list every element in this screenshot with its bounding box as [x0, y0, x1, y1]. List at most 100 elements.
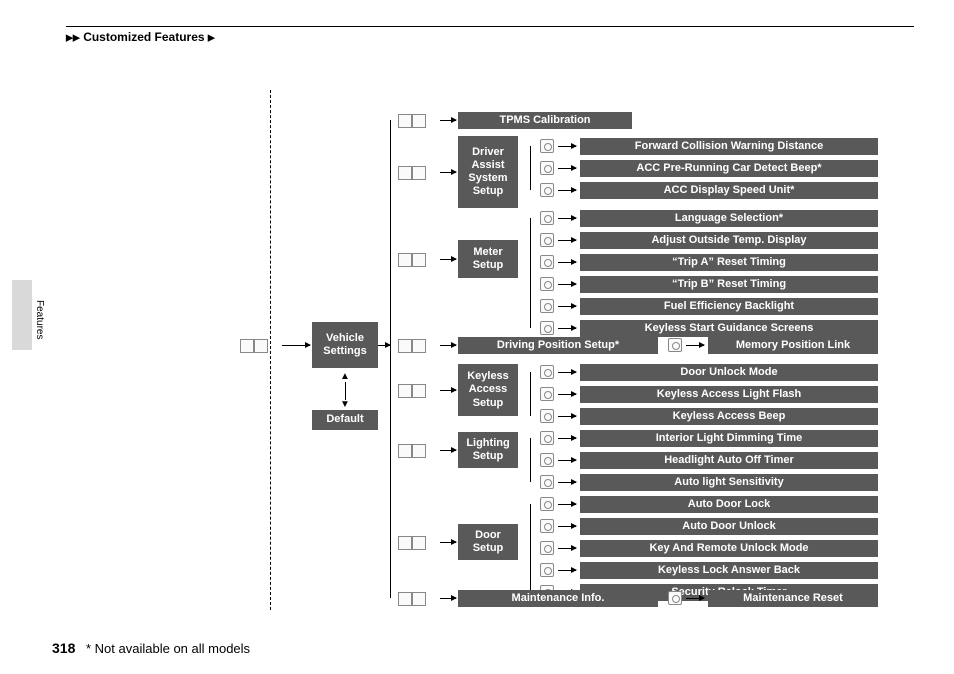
connector-line	[530, 438, 531, 482]
leaf-acc-beep: ACC Pre-Running Car Detect Beep*	[580, 160, 878, 177]
control-icon	[398, 113, 438, 128]
select-icon	[540, 497, 554, 511]
select-icon	[540, 519, 554, 533]
leaf-temp: Adjust Outside Temp. Display	[580, 232, 878, 249]
arrow-icon	[558, 284, 576, 285]
select-icon	[540, 211, 554, 225]
leaf-keyremote: Key And Remote Unlock Mode	[580, 540, 878, 557]
select-icon	[540, 365, 554, 379]
leaf-maint-reset: Maintenance Reset	[708, 590, 878, 607]
control-icon	[398, 591, 438, 606]
leaf-tripa: “Trip A” Reset Timing	[580, 254, 878, 271]
leaf-fuel: Fuel Efficiency Backlight	[580, 298, 878, 315]
select-icon	[668, 338, 682, 352]
arrow-icon	[558, 438, 576, 439]
select-icon	[540, 233, 554, 247]
select-icon	[540, 299, 554, 313]
arrow-icon	[558, 482, 576, 483]
select-icon	[540, 161, 554, 175]
arrow-icon	[686, 345, 704, 346]
page-number: 318	[52, 640, 75, 656]
arrow-icon	[558, 146, 576, 147]
leaf-lang: Language Selection*	[580, 210, 878, 227]
node-tpms: TPMS Calibration	[458, 112, 632, 129]
arrow-icon	[440, 450, 456, 451]
arrow-icon	[378, 345, 390, 346]
control-icon	[398, 383, 438, 398]
arrow-icon	[440, 345, 456, 346]
leaf-dimming: Interior Light Dimming Time	[580, 430, 878, 447]
control-icon	[398, 535, 438, 550]
leaf-headlight: Headlight Auto Off Timer	[580, 452, 878, 469]
control-icon	[398, 165, 438, 180]
select-icon	[540, 255, 554, 269]
arrow-icon	[558, 570, 576, 571]
node-default: Default	[312, 410, 378, 430]
leaf-autounlock: Auto Door Unlock	[580, 518, 878, 535]
connector-line	[530, 372, 531, 416]
top-rule	[66, 26, 914, 27]
arrow-icon	[282, 345, 310, 346]
arrow-icon	[558, 328, 576, 329]
leaf-tripb: “Trip B” Reset Timing	[580, 276, 878, 293]
leaf-memory-position: Memory Position Link	[708, 337, 878, 354]
control-icon	[240, 338, 280, 353]
leaf-door-unlock: Door Unlock Mode	[580, 364, 878, 381]
select-icon	[540, 431, 554, 445]
breadcrumb: ▶▶ Customized Features ▶	[66, 30, 215, 44]
leaf-keyless-beep: Keyless Access Beep	[580, 408, 878, 425]
menu-tree-diagram: VehicleSettings ▲ ▼ Default TPMS Calibra…	[250, 90, 910, 610]
select-icon	[540, 387, 554, 401]
node-vehicle-settings: VehicleSettings	[312, 322, 378, 368]
select-icon	[540, 475, 554, 489]
arrow-icon	[558, 240, 576, 241]
up-down-icon: ▲ ▼	[338, 372, 352, 410]
connector-line	[390, 120, 391, 598]
select-icon	[540, 541, 554, 555]
arrow-icon	[558, 190, 576, 191]
node-driver-assist: DriverAssistSystemSetup	[458, 136, 518, 208]
arrow-icon	[440, 390, 456, 391]
select-icon	[668, 591, 682, 605]
select-icon	[540, 139, 554, 153]
arrow-icon	[558, 306, 576, 307]
arrow-icon	[440, 598, 456, 599]
arrow-icon	[686, 598, 704, 599]
connector-line	[530, 218, 531, 328]
arrow-icon	[558, 416, 576, 417]
select-icon	[540, 409, 554, 423]
arrow-icon	[440, 542, 456, 543]
leaf-answerback: Keyless Lock Answer Back	[580, 562, 878, 579]
node-door: DoorSetup	[458, 524, 518, 560]
node-keyless: KeylessAccessSetup	[458, 364, 518, 416]
select-icon	[540, 563, 554, 577]
arrow-icon	[558, 218, 576, 219]
leaf-autolight: Auto light Sensitivity	[580, 474, 878, 491]
side-label: Features	[34, 300, 45, 339]
arrow-icon	[558, 548, 576, 549]
control-icon	[398, 338, 438, 353]
node-driving-position: Driving Position Setup*	[458, 337, 658, 354]
leaf-fcw: Forward Collision Warning Distance	[580, 138, 878, 155]
arrow-icon	[558, 168, 576, 169]
side-tab	[12, 280, 32, 350]
leaf-keyless-flash: Keyless Access Light Flash	[580, 386, 878, 403]
arrow-icon	[558, 394, 576, 395]
connector-line	[530, 504, 531, 592]
control-icon	[398, 252, 438, 267]
arrow-icon	[440, 172, 456, 173]
leaf-autolock: Auto Door Lock	[580, 496, 878, 513]
node-lighting: LightingSetup	[458, 432, 518, 468]
leaf-acc-speed: ACC Display Speed Unit*	[580, 182, 878, 199]
arrow-icon	[558, 262, 576, 263]
arrow-icon	[440, 259, 456, 260]
select-icon	[540, 453, 554, 467]
arrow-icon	[558, 526, 576, 527]
chevron-right-icon: ▶	[208, 32, 215, 42]
arrow-icon	[558, 504, 576, 505]
chevron-right-icon: ▶▶	[66, 32, 80, 42]
select-icon	[540, 277, 554, 291]
select-icon	[540, 183, 554, 197]
breadcrumb-text: Customized Features	[83, 30, 204, 44]
footnote: * Not available on all models	[86, 641, 250, 656]
